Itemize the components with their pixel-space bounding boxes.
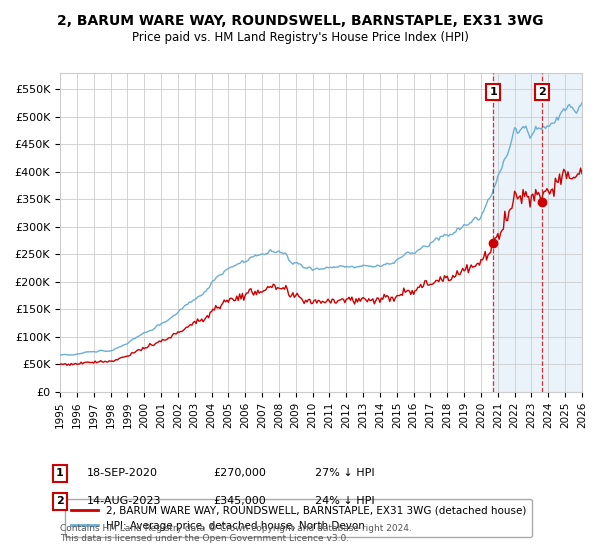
Text: 1: 1 [56, 468, 64, 478]
Legend: 2, BARUM WARE WAY, ROUNDSWELL, BARNSTAPLE, EX31 3WG (detached house), HPI: Avera: 2, BARUM WARE WAY, ROUNDSWELL, BARNSTAPL… [65, 500, 532, 537]
Text: 18-SEP-2020: 18-SEP-2020 [87, 468, 158, 478]
Text: Price paid vs. HM Land Registry's House Price Index (HPI): Price paid vs. HM Land Registry's House … [131, 31, 469, 44]
Text: 2, BARUM WARE WAY, ROUNDSWELL, BARNSTAPLE, EX31 3WG: 2, BARUM WARE WAY, ROUNDSWELL, BARNSTAPL… [57, 14, 543, 28]
Text: £270,000: £270,000 [213, 468, 266, 478]
Text: 27% ↓ HPI: 27% ↓ HPI [315, 468, 374, 478]
Text: 14-AUG-2023: 14-AUG-2023 [87, 496, 161, 506]
Text: 24% ↓ HPI: 24% ↓ HPI [315, 496, 374, 506]
Text: 1: 1 [489, 87, 497, 97]
Text: 2: 2 [56, 496, 64, 506]
Bar [493, 73, 582, 392]
Text: 2: 2 [538, 87, 546, 97]
Text: £345,000: £345,000 [213, 496, 266, 506]
Text: Contains HM Land Registry data © Crown copyright and database right 2024.
This d: Contains HM Land Registry data © Crown c… [60, 524, 412, 543]
